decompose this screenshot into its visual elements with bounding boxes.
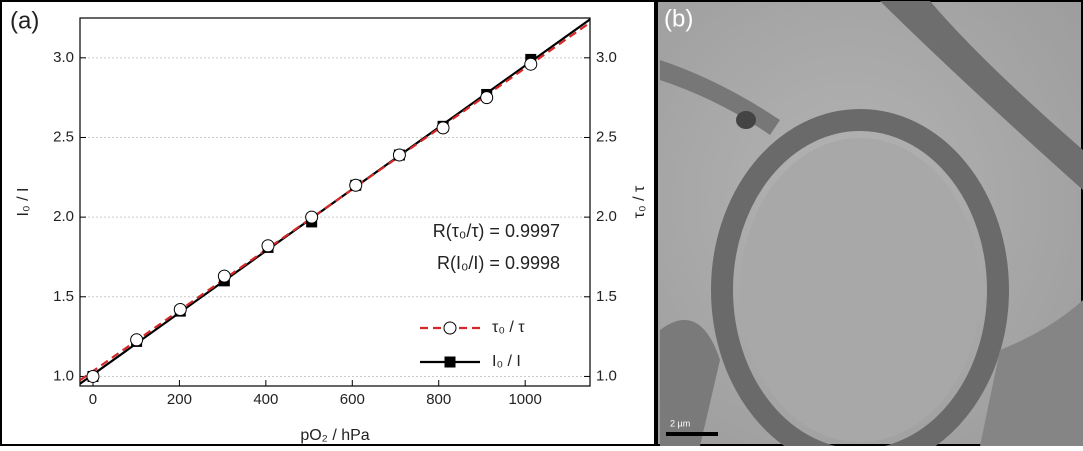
x-tick-label: 0	[89, 391, 97, 408]
x-tick-label: 200	[167, 391, 192, 408]
fit-line	[80, 18, 590, 385]
y-tick-label: 1.0	[53, 367, 74, 384]
y-tick-label: 1.5	[53, 288, 74, 305]
marker	[480, 91, 494, 105]
legend-label: τ₀ / τ	[492, 319, 525, 336]
marker	[524, 57, 538, 71]
marker	[305, 210, 319, 224]
y2-axis-title: τ₀ / τ	[631, 185, 648, 218]
annotation: R(I₀/I) = 0.9998	[437, 253, 560, 273]
marker	[86, 369, 100, 383]
y2-tick-label: 1.5	[596, 288, 617, 305]
marker	[349, 178, 363, 192]
y-axis-title: I₀ / I	[15, 188, 32, 217]
plot-frame	[79, 17, 591, 387]
panel-frame	[0, 0, 656, 446]
micrograph: 2 µm (b)	[656, 0, 1083, 451]
scale-bar-label: 2 µm	[670, 418, 690, 428]
y-tick-label: 2.5	[53, 128, 74, 145]
y2-tick-label: 3.0	[596, 49, 617, 66]
marker	[443, 321, 457, 335]
marker	[130, 333, 144, 347]
marker	[436, 121, 450, 135]
y2-tick-label: 2.5	[596, 128, 617, 145]
y2-tick-label: 2.0	[596, 208, 617, 225]
marker	[392, 148, 406, 162]
panel-label: (a)	[10, 7, 39, 34]
marker	[261, 239, 275, 253]
y-tick-label: 3.0	[53, 49, 74, 66]
x-tick-label: 1000	[508, 391, 541, 408]
x-tick-label: 600	[340, 391, 365, 408]
panel-label: (b)	[664, 5, 693, 32]
plot-area	[80, 18, 590, 385]
annotation: R(τ₀/τ) = 0.9997	[433, 221, 560, 241]
y2-tick-label: 1.0	[596, 367, 617, 384]
x-tick-label: 400	[253, 391, 278, 408]
legend-label: I₀ / I	[492, 353, 521, 370]
x-tick-label: 800	[426, 391, 451, 408]
marker	[217, 269, 231, 283]
marker	[173, 303, 187, 317]
x-axis-title: pO₂ / hPa	[300, 427, 369, 444]
marker	[444, 356, 456, 368]
y-tick-label: 2.0	[53, 208, 74, 225]
